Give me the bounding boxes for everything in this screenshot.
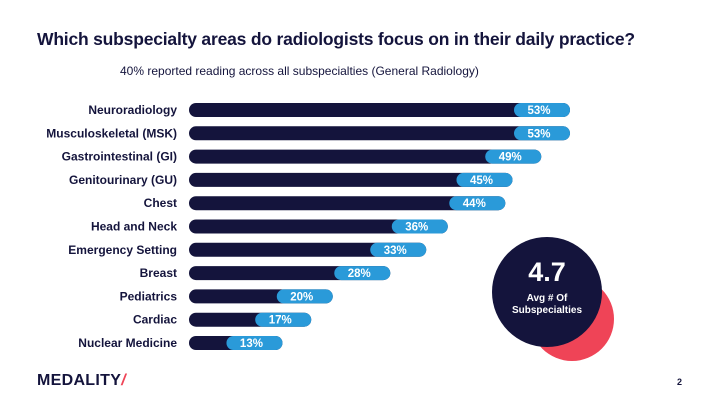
category-label: Neuroradiology <box>88 103 177 117</box>
value-pill <box>255 312 312 327</box>
bar <box>189 172 513 187</box>
value-label: 45% <box>470 175 493 187</box>
stat-label: Avg # Of Subspecialties <box>511 293 583 316</box>
brand-slash-mark: / <box>121 372 126 389</box>
chart-title: Which subspecialty areas do radiologists… <box>37 29 635 49</box>
bar <box>189 103 570 117</box>
brand-logo: MEDALITY/ <box>37 372 126 390</box>
value-pill <box>514 103 570 117</box>
bar <box>189 126 570 141</box>
value-label: 49% <box>499 152 522 164</box>
value-pill <box>391 219 448 234</box>
value-pill <box>449 196 506 211</box>
value-pill <box>514 126 570 141</box>
value-label: 28% <box>348 268 371 280</box>
stat-circle: 4.7 Avg # Of Subspecialties <box>492 237 602 347</box>
category-label: Musculoskeletal (MSK) <box>46 126 177 140</box>
value-pill <box>334 266 391 281</box>
value-label: 13% <box>240 338 263 350</box>
category-label: Breast <box>140 266 177 280</box>
page-number: 2 <box>677 377 683 387</box>
bar <box>189 149 542 164</box>
value-pill <box>485 149 542 164</box>
value-pill <box>226 336 283 350</box>
stat-value: 4.7 <box>528 257 566 287</box>
value-pill <box>276 289 333 304</box>
value-pill <box>370 242 427 257</box>
value-label: 17% <box>269 315 292 327</box>
value-label: 33% <box>384 245 407 257</box>
category-label: Emergency Setting <box>68 243 177 257</box>
brand-name: MEDALITY <box>37 372 122 389</box>
category-label: Genitourinary (GU) <box>69 173 177 187</box>
value-pill <box>456 172 513 187</box>
bar <box>189 242 427 257</box>
category-label: Gastrointestinal (GI) <box>62 150 177 164</box>
category-label: Head and Neck <box>91 220 177 234</box>
bar <box>189 196 506 211</box>
value-label: 53% <box>527 105 550 117</box>
category-label: Cardiac <box>133 313 177 327</box>
value-label: 36% <box>405 222 428 234</box>
value-label: 53% <box>527 128 550 140</box>
chart-subtitle: 40% reported reading across all subspeci… <box>120 64 479 78</box>
value-label: 44% <box>463 198 486 210</box>
category-label: Nuclear Medicine <box>78 336 177 350</box>
category-label: Pediatrics <box>120 289 178 303</box>
category-label: Chest <box>144 196 177 210</box>
bar <box>189 219 448 234</box>
value-label: 20% <box>290 291 313 303</box>
